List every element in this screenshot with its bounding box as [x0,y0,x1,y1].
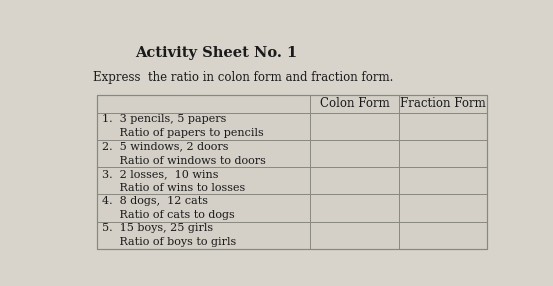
Text: 4.  8 dogs,  12 cats
     Ratio of cats to dogs: 4. 8 dogs, 12 cats Ratio of cats to dogs [102,196,235,220]
Text: Colon Form: Colon Form [320,97,389,110]
Text: Activity Sheet No. 1: Activity Sheet No. 1 [135,46,298,60]
Text: 5.  15 boys, 25 girls
     Ratio of boys to girls: 5. 15 boys, 25 girls Ratio of boys to gi… [102,223,236,247]
Text: 2.  5 windows, 2 doors
     Ratio of windows to doors: 2. 5 windows, 2 doors Ratio of windows t… [102,142,266,166]
Text: Fraction Form: Fraction Form [400,97,486,110]
Text: 1.  3 pencils, 5 papers
     Ratio of papers to pencils: 1. 3 pencils, 5 papers Ratio of papers t… [102,114,264,138]
Text: 3.  2 losses,  10 wins
     Ratio of wins to losses: 3. 2 losses, 10 wins Ratio of wins to lo… [102,169,246,193]
Text: Express  the ratio in colon form and fraction form.: Express the ratio in colon form and frac… [93,71,393,84]
